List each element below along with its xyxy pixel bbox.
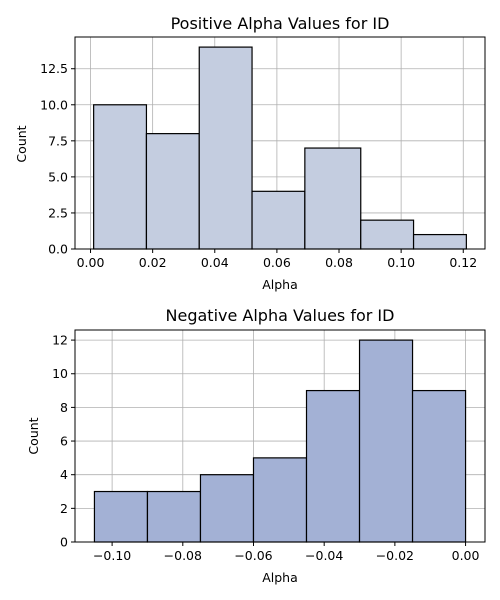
x-tick-label: 0.10 — [387, 255, 415, 270]
x-tick-label: 0.02 — [139, 255, 167, 270]
y-axis-label: Count — [26, 417, 41, 454]
histogram-bar — [358, 339, 414, 543]
x-axis-label: Alpha — [262, 570, 298, 585]
x-tick-label: 0.00 — [77, 255, 105, 270]
chart-positive-alpha: Positive Alpha Values for ID Alpha Count… — [14, 14, 486, 292]
x-tick-label: −0.02 — [376, 548, 414, 563]
histogram-bar — [199, 474, 255, 543]
y-tick-label: 0.0 — [48, 242, 68, 257]
x-tick-label: 0.04 — [201, 255, 229, 270]
histogram-bar — [360, 219, 415, 250]
y-tick-label: 0 — [60, 535, 68, 550]
x-tick-label: 0.06 — [263, 255, 291, 270]
histogram-bar — [305, 389, 361, 543]
y-tick-label: 6 — [60, 434, 68, 449]
histogram-bar — [252, 457, 308, 543]
x-tick-label: 0.00 — [452, 548, 480, 563]
y-tick-label: 12.5 — [40, 61, 68, 76]
x-tick-label: 0.08 — [325, 255, 353, 270]
y-axis-label: Count — [14, 125, 29, 162]
histogram-bar — [304, 147, 362, 250]
histogram-bar — [146, 490, 202, 543]
x-tick-label: −0.04 — [305, 548, 343, 563]
histogram-bar — [93, 104, 148, 250]
x-tick-label: −0.10 — [93, 548, 131, 563]
histogram-bar — [412, 233, 467, 250]
x-tick-label: −0.06 — [234, 548, 272, 563]
y-tick-label: 2 — [60, 501, 68, 516]
y-tick-label: 12 — [52, 333, 68, 348]
y-tick-label: 5.0 — [48, 169, 68, 184]
y-tick-label: 2.5 — [48, 205, 68, 220]
histogram-bar — [93, 490, 149, 543]
chart-negative-alpha: Negative Alpha Values for ID Alpha Count… — [26, 306, 486, 585]
plot-frame — [74, 329, 486, 543]
x-axis-label: Alpha — [262, 277, 298, 292]
histogram-bar — [145, 133, 200, 250]
histogram-bar — [251, 190, 306, 250]
histogram-bar — [198, 46, 253, 250]
y-tick-label: 4 — [60, 467, 68, 482]
x-tick-label: 0.12 — [449, 255, 477, 270]
y-tick-label: 10.0 — [40, 97, 68, 112]
histogram-bar — [411, 389, 467, 543]
plot-frame — [74, 36, 486, 250]
chart-title: Positive Alpha Values for ID — [171, 14, 390, 33]
y-tick-label: 7.5 — [48, 133, 68, 148]
y-tick-label: 8 — [60, 400, 68, 415]
chart-title: Negative Alpha Values for ID — [166, 306, 395, 325]
y-tick-label: 10 — [52, 366, 68, 381]
x-tick-label: −0.08 — [164, 548, 202, 563]
